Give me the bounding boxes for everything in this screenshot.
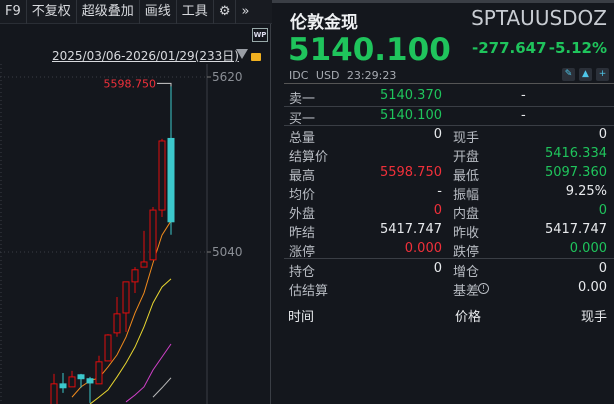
window-top-border bbox=[0, 0, 614, 3]
candle-body bbox=[149, 209, 157, 261]
candle-body bbox=[59, 383, 67, 389]
high-marker-label: 5598.750 bbox=[104, 77, 157, 90]
ask-price: 5140.370 bbox=[379, 88, 442, 103]
field-label: 涨停 bbox=[289, 245, 316, 260]
candle-body bbox=[158, 140, 166, 211]
field-label: 持仓 bbox=[289, 265, 316, 280]
field-label: 昨收 bbox=[453, 226, 480, 241]
moving-average-line bbox=[125, 343, 172, 403]
trades-header-volume: 现手 bbox=[580, 310, 607, 325]
ask-label: 卖一 bbox=[289, 92, 316, 107]
field-label: 内盘 bbox=[453, 207, 480, 222]
toolbar-adjust[interactable]: 不复权 bbox=[27, 0, 77, 24]
unlock-icon[interactable] bbox=[251, 53, 261, 61]
divider bbox=[284, 125, 614, 126]
candle-body bbox=[50, 383, 58, 404]
pencil-icon[interactable]: ✎ bbox=[562, 68, 575, 81]
toolbar-draw[interactable]: 画线 bbox=[140, 0, 177, 24]
toolbar-f9[interactable]: F9 bbox=[0, 0, 27, 24]
price-change: -277.647 bbox=[472, 39, 547, 57]
bid-volume: - bbox=[521, 108, 526, 123]
field-value: 5598.750 bbox=[379, 165, 442, 180]
field-label: 最低 bbox=[453, 169, 480, 184]
field-value: 0.000 bbox=[404, 241, 442, 256]
instrument-code: SPTAUUSDOZ bbox=[471, 6, 607, 30]
quote-time: 23:29:23 bbox=[346, 69, 397, 82]
divider bbox=[284, 106, 614, 107]
candle-body bbox=[86, 378, 94, 384]
field-label: 开盘 bbox=[453, 150, 480, 165]
candle-body bbox=[131, 269, 139, 283]
field-value: 0 bbox=[433, 261, 442, 276]
field-value: 5417.747 bbox=[379, 222, 442, 237]
candle-body bbox=[104, 334, 112, 362]
y-tick-label: 5620 bbox=[212, 70, 243, 84]
bid-price: 5140.100 bbox=[379, 108, 442, 123]
candle-body bbox=[113, 313, 121, 334]
field-label: 总量 bbox=[289, 131, 316, 146]
field-label: 估结算 bbox=[289, 284, 329, 299]
divider bbox=[284, 258, 614, 259]
high-marker-arrow bbox=[157, 82, 172, 87]
instrument-name: 伦敦金现 bbox=[290, 13, 358, 33]
field-label: 外盘 bbox=[289, 207, 316, 222]
candle-body bbox=[122, 281, 130, 314]
bell-icon[interactable]: ▲ bbox=[579, 68, 592, 81]
y-tick-label: 5040 bbox=[212, 245, 243, 259]
date-range-selector[interactable]: 2025/03/06-2026/01/29(233日) bbox=[52, 49, 239, 63]
wp-monitor-icon[interactable]: WP bbox=[252, 28, 268, 42]
last-price: 5140.100 bbox=[288, 32, 451, 68]
field-label: 均价 bbox=[289, 188, 316, 203]
field-label: 基差 bbox=[453, 284, 480, 299]
field-label: 跌停 bbox=[453, 245, 480, 260]
field-value: 0.00 bbox=[578, 280, 607, 295]
plus-icon[interactable]: + bbox=[596, 68, 609, 81]
chart-toolbar: F9 不复权 超级叠加 画线 工具 ⚙ » bbox=[0, 0, 272, 24]
candle-body bbox=[140, 261, 148, 268]
candle-body bbox=[77, 374, 85, 380]
field-value: 0 bbox=[433, 127, 442, 142]
candlestick-chart[interactable]: 5620 5040 5598.750 bbox=[0, 64, 272, 404]
bid-label: 买一 bbox=[289, 112, 316, 127]
field-value: 5417.747 bbox=[544, 222, 607, 237]
panel-divider bbox=[270, 24, 271, 404]
trades-header-time: 时间 bbox=[288, 310, 315, 325]
currency: USD bbox=[315, 69, 340, 82]
dropdown-triangle-icon[interactable] bbox=[236, 49, 248, 59]
field-value: 5097.360 bbox=[544, 165, 607, 180]
price-change-pct: -5.12% bbox=[548, 39, 607, 57]
info-icon[interactable]: ! bbox=[478, 283, 489, 294]
moving-average-line bbox=[89, 278, 172, 404]
moving-average-line bbox=[152, 377, 172, 398]
field-value: 0.000 bbox=[569, 241, 607, 256]
field-label: 最高 bbox=[289, 169, 316, 184]
field-value: - bbox=[437, 184, 442, 199]
double-chevron-right-icon[interactable]: » bbox=[241, 4, 250, 19]
field-value: 9.25% bbox=[565, 184, 607, 199]
exchange: IDC bbox=[289, 69, 309, 82]
candle-body bbox=[95, 361, 103, 385]
field-label: 结算价 bbox=[289, 150, 329, 165]
field-value: 0 bbox=[598, 127, 607, 142]
candle-body bbox=[167, 137, 175, 223]
field-value: 5416.334 bbox=[544, 146, 607, 161]
toolbar-tools[interactable]: 工具 bbox=[177, 0, 214, 24]
field-value: 0 bbox=[433, 203, 442, 218]
field-label: 振幅 bbox=[453, 188, 480, 203]
divider bbox=[284, 83, 614, 84]
trades-header-price: 价格 bbox=[455, 310, 482, 325]
gear-icon[interactable]: ⚙ bbox=[214, 0, 237, 24]
ask-volume: - bbox=[521, 88, 526, 103]
toolbar-overlay[interactable]: 超级叠加 bbox=[77, 0, 140, 24]
field-value: 0 bbox=[598, 203, 607, 218]
candle-body bbox=[68, 376, 76, 388]
field-label: 增仓 bbox=[453, 265, 480, 280]
field-value: 0 bbox=[598, 261, 607, 276]
field-label: 昨结 bbox=[289, 226, 316, 241]
field-label: 现手 bbox=[453, 131, 480, 146]
